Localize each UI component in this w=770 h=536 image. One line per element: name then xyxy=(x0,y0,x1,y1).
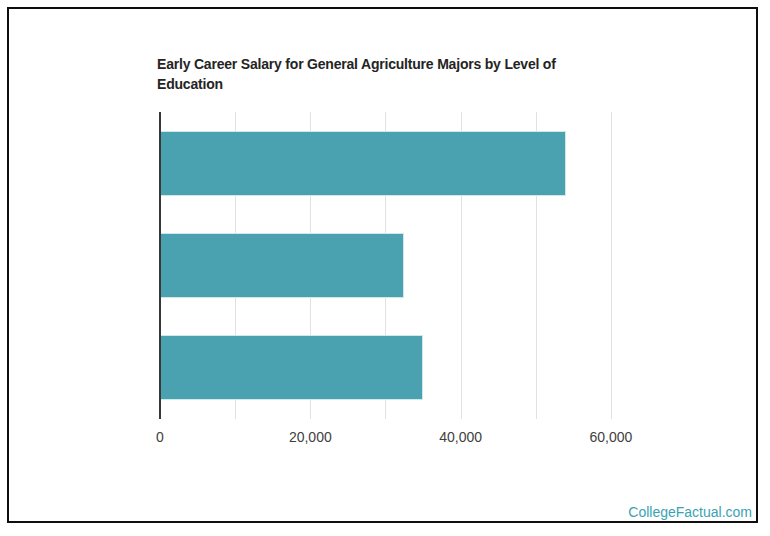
x-tick-label: 40,000 xyxy=(439,429,482,445)
bar-1 xyxy=(160,233,404,298)
bar-2 xyxy=(160,335,423,400)
watermark-link[interactable]: CollegeFactual.com xyxy=(628,504,752,520)
bar-0 xyxy=(160,131,566,196)
x-tick-label: 60,000 xyxy=(589,429,632,445)
x-tick-label: 20,000 xyxy=(289,429,332,445)
gridline xyxy=(611,112,612,419)
x-tick-label: 0 xyxy=(156,429,164,445)
page: { "chart_data": { "type": "bar", "orient… xyxy=(0,0,770,536)
chart-title: Early Career Salary for General Agricult… xyxy=(157,54,597,94)
y-axis-line xyxy=(159,112,161,419)
